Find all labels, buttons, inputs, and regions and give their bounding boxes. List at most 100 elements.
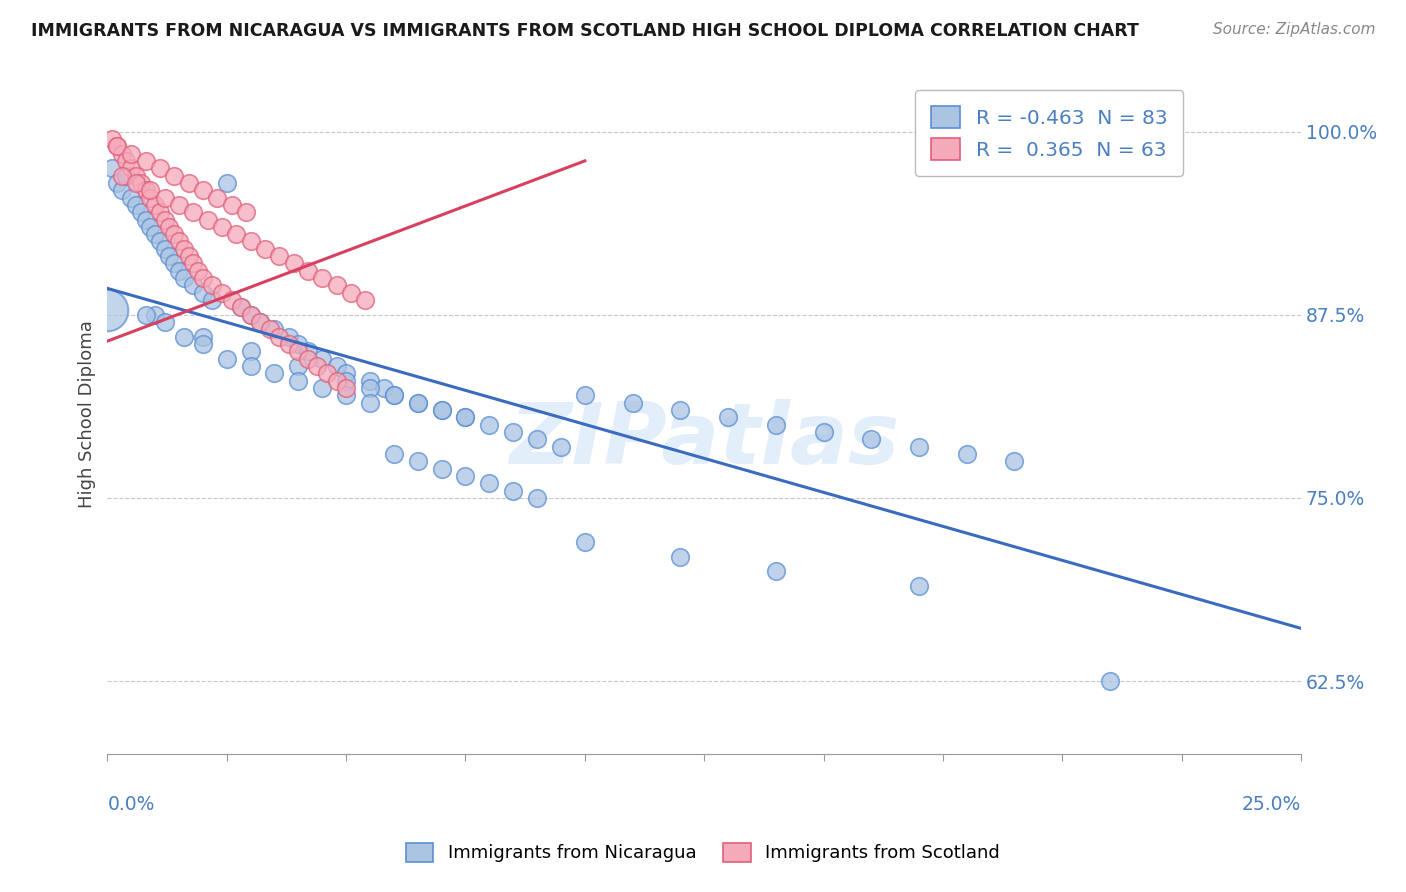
- Point: [139, 219, 162, 234]
- Point: [359, 374, 381, 388]
- Point: [502, 483, 524, 498]
- Point: [287, 359, 309, 373]
- Point: [105, 139, 128, 153]
- Point: [359, 381, 381, 395]
- Point: [153, 242, 176, 256]
- Point: [382, 388, 405, 402]
- Point: [229, 301, 252, 315]
- Point: [239, 235, 262, 249]
- Legend: R = -0.463  N = 83, R =  0.365  N = 63: R = -0.463 N = 83, R = 0.365 N = 63: [915, 90, 1184, 176]
- Point: [163, 169, 186, 183]
- Point: [263, 322, 285, 336]
- Point: [163, 227, 186, 242]
- Point: [235, 205, 257, 219]
- Point: [143, 308, 166, 322]
- Point: [478, 417, 501, 432]
- Point: [249, 315, 271, 329]
- Point: [287, 344, 309, 359]
- Point: [167, 198, 190, 212]
- Point: [454, 410, 477, 425]
- Point: [269, 330, 291, 344]
- Point: [191, 183, 214, 197]
- Point: [225, 227, 247, 242]
- Point: [373, 381, 395, 395]
- Point: [159, 219, 181, 234]
- Point: [621, 395, 644, 409]
- Point: [311, 271, 333, 285]
- Point: [813, 425, 835, 439]
- Y-axis label: High School Diploma: High School Diploma: [79, 319, 96, 508]
- Point: [167, 264, 190, 278]
- Point: [163, 256, 186, 270]
- Point: [253, 242, 276, 256]
- Point: [153, 212, 176, 227]
- Point: [173, 330, 195, 344]
- Point: [526, 432, 548, 446]
- Point: [173, 271, 195, 285]
- Point: [311, 351, 333, 366]
- Point: [765, 417, 787, 432]
- Point: [105, 139, 128, 153]
- Point: [135, 183, 157, 197]
- Point: [359, 395, 381, 409]
- Point: [239, 308, 262, 322]
- Point: [406, 395, 429, 409]
- Point: [287, 374, 309, 388]
- Point: [167, 235, 190, 249]
- Point: [135, 212, 157, 227]
- Point: [574, 534, 596, 549]
- Point: [502, 425, 524, 439]
- Point: [181, 278, 204, 293]
- Point: [129, 176, 152, 190]
- Point: [526, 491, 548, 505]
- Point: [277, 337, 299, 351]
- Point: [221, 198, 243, 212]
- Point: [125, 198, 148, 212]
- Point: [120, 190, 142, 204]
- Point: [101, 161, 124, 176]
- Point: [908, 579, 931, 593]
- Point: [1098, 674, 1121, 689]
- Point: [287, 337, 309, 351]
- Point: [115, 153, 138, 168]
- Point: [406, 395, 429, 409]
- Point: [550, 440, 572, 454]
- Point: [173, 242, 195, 256]
- Point: [177, 176, 200, 190]
- Point: [101, 132, 124, 146]
- Point: [297, 344, 319, 359]
- Point: [139, 183, 162, 197]
- Point: [956, 447, 979, 461]
- Point: [181, 256, 204, 270]
- Point: [111, 169, 134, 183]
- Point: [669, 549, 692, 564]
- Point: [717, 410, 740, 425]
- Point: [201, 278, 224, 293]
- Point: [239, 308, 262, 322]
- Point: [191, 330, 214, 344]
- Point: [454, 410, 477, 425]
- Point: [111, 146, 134, 161]
- Point: [149, 235, 172, 249]
- Point: [139, 190, 162, 204]
- Point: [297, 264, 319, 278]
- Point: [269, 249, 291, 263]
- Point: [191, 271, 214, 285]
- Point: [382, 447, 405, 461]
- Point: [143, 227, 166, 242]
- Point: [908, 440, 931, 454]
- Point: [120, 161, 142, 176]
- Point: [187, 264, 209, 278]
- Point: [259, 322, 281, 336]
- Point: [115, 169, 138, 183]
- Text: IMMIGRANTS FROM NICARAGUA VS IMMIGRANTS FROM SCOTLAND HIGH SCHOOL DIPLOMA CORREL: IMMIGRANTS FROM NICARAGUA VS IMMIGRANTS …: [31, 22, 1139, 40]
- Point: [430, 403, 453, 417]
- Point: [340, 285, 363, 300]
- Text: 25.0%: 25.0%: [1241, 796, 1301, 814]
- Point: [120, 146, 142, 161]
- Point: [191, 285, 214, 300]
- Point: [860, 432, 883, 446]
- Point: [335, 374, 357, 388]
- Point: [335, 381, 357, 395]
- Point: [111, 183, 134, 197]
